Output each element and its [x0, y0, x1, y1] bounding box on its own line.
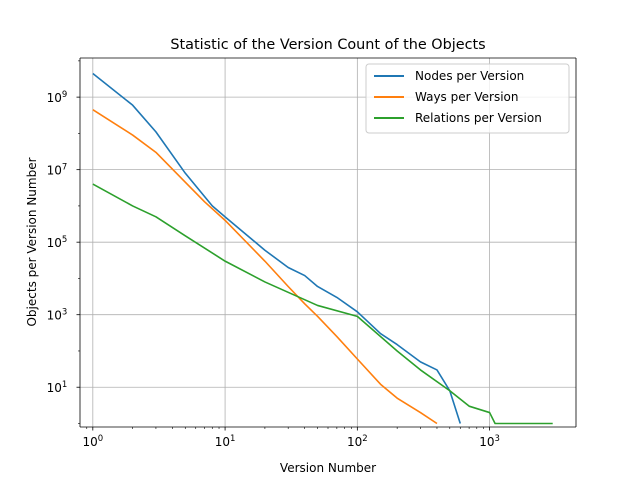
y-tick-label: 101	[47, 380, 68, 395]
y-tick-label: 103	[47, 308, 68, 323]
series-line-nodes	[92, 72, 462, 424]
legend-label-ways: Ways per Version	[415, 90, 519, 104]
x-tick-label: 103	[479, 434, 500, 449]
legend-entry: Ways per Version	[374, 90, 519, 104]
legend-label-relations: Relations per Version	[415, 111, 542, 125]
y-tick-label: 107	[47, 163, 68, 178]
ticks: 100 101 102 103 101 103 105 107 109	[47, 60, 500, 449]
x-tick-label: 101	[215, 434, 236, 449]
legend: Nodes per Version Ways per Version Relat…	[365, 63, 570, 134]
series-line-ways	[92, 109, 438, 425]
legend-box	[365, 63, 570, 134]
series-line-relations	[92, 183, 553, 425]
series-lines	[92, 72, 553, 425]
chart-title: Statistic of the Version Count of the Ob…	[170, 37, 485, 53]
x-tick-label: 100	[82, 434, 103, 449]
x-axis-label: Version Number	[280, 461, 376, 475]
legend-entry: Relations per Version	[374, 111, 542, 125]
legend-label-nodes: Nodes per Version	[415, 69, 524, 83]
y-tick-label: 109	[47, 90, 68, 105]
y-axis-label: Objects per Version Number	[25, 157, 39, 326]
legend-entry: Nodes per Version	[374, 69, 524, 83]
x-tick-label: 102	[347, 434, 368, 449]
y-tick-label: 105	[47, 235, 68, 250]
